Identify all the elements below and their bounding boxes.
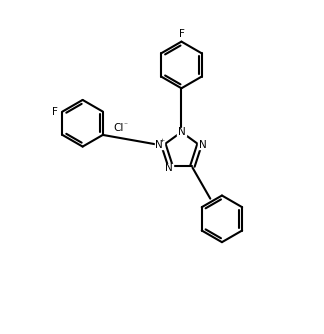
Text: N: N	[165, 163, 173, 173]
Text: Cl: Cl	[113, 123, 123, 133]
Bar	[177, 129, 186, 136]
Text: N: N	[155, 140, 163, 150]
Text: F: F	[179, 29, 184, 39]
Text: +: +	[159, 138, 165, 143]
Bar	[155, 141, 164, 149]
Text: N: N	[178, 127, 185, 137]
Text: F: F	[52, 107, 58, 117]
Bar	[164, 164, 173, 171]
Text: N: N	[199, 140, 207, 150]
Text: ⁻: ⁻	[124, 120, 128, 129]
Bar	[198, 141, 207, 149]
